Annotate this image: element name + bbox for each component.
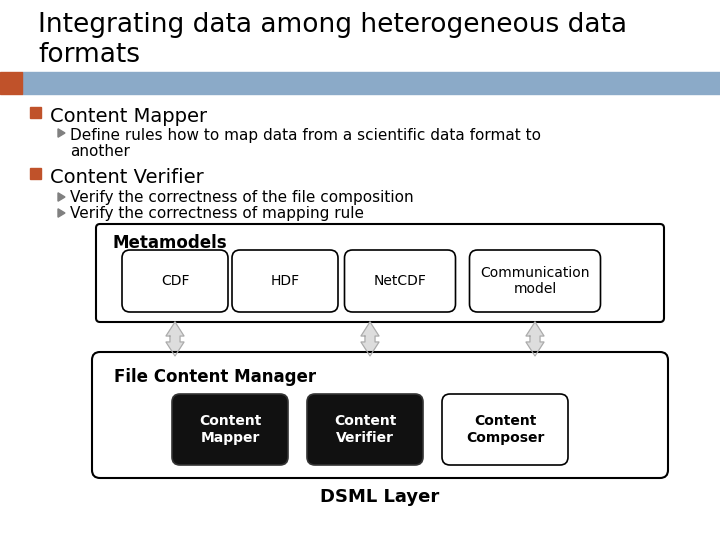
FancyBboxPatch shape [344,250,456,312]
Bar [30,168,41,179]
Text: Content
Composer: Content Composer [466,414,544,444]
FancyBboxPatch shape [232,250,338,312]
Text: NetCDF: NetCDF [374,274,426,288]
Text: Verify the correctness of the file composition: Verify the correctness of the file compo… [70,190,413,205]
FancyBboxPatch shape [442,394,568,465]
Text: Content Verifier: Content Verifier [50,168,204,187]
Polygon shape [166,322,184,356]
Polygon shape [526,322,544,356]
Text: Integrating data among heterogeneous data: Integrating data among heterogeneous dat… [38,12,627,38]
Polygon shape [361,322,379,356]
Text: DSML Layer: DSML Layer [320,488,440,506]
Polygon shape [58,193,65,201]
FancyBboxPatch shape [172,394,288,465]
Text: Communication
model: Communication model [480,266,590,296]
Text: Verify the correctness of mapping rule: Verify the correctness of mapping rule [70,206,364,221]
FancyBboxPatch shape [469,250,600,312]
Text: HDF: HDF [271,274,300,288]
Bar [30,107,41,118]
Text: Content
Verifier: Content Verifier [334,414,396,444]
Text: Define rules how to map data from a scientific data format to: Define rules how to map data from a scie… [70,128,541,143]
Bar [22,72,720,94]
FancyBboxPatch shape [96,224,664,322]
Text: Content
Mapper: Content Mapper [199,414,261,444]
Text: Content Mapper: Content Mapper [50,107,207,126]
Bar [0,72,22,94]
Text: formats: formats [38,42,140,68]
Text: Metamodels: Metamodels [112,234,227,252]
Text: CDF: CDF [161,274,189,288]
Text: another: another [70,144,130,159]
FancyBboxPatch shape [122,250,228,312]
FancyBboxPatch shape [307,394,423,465]
Polygon shape [58,209,65,217]
FancyBboxPatch shape [92,352,668,478]
Polygon shape [58,129,65,137]
Text: File Content Manager: File Content Manager [114,368,316,386]
